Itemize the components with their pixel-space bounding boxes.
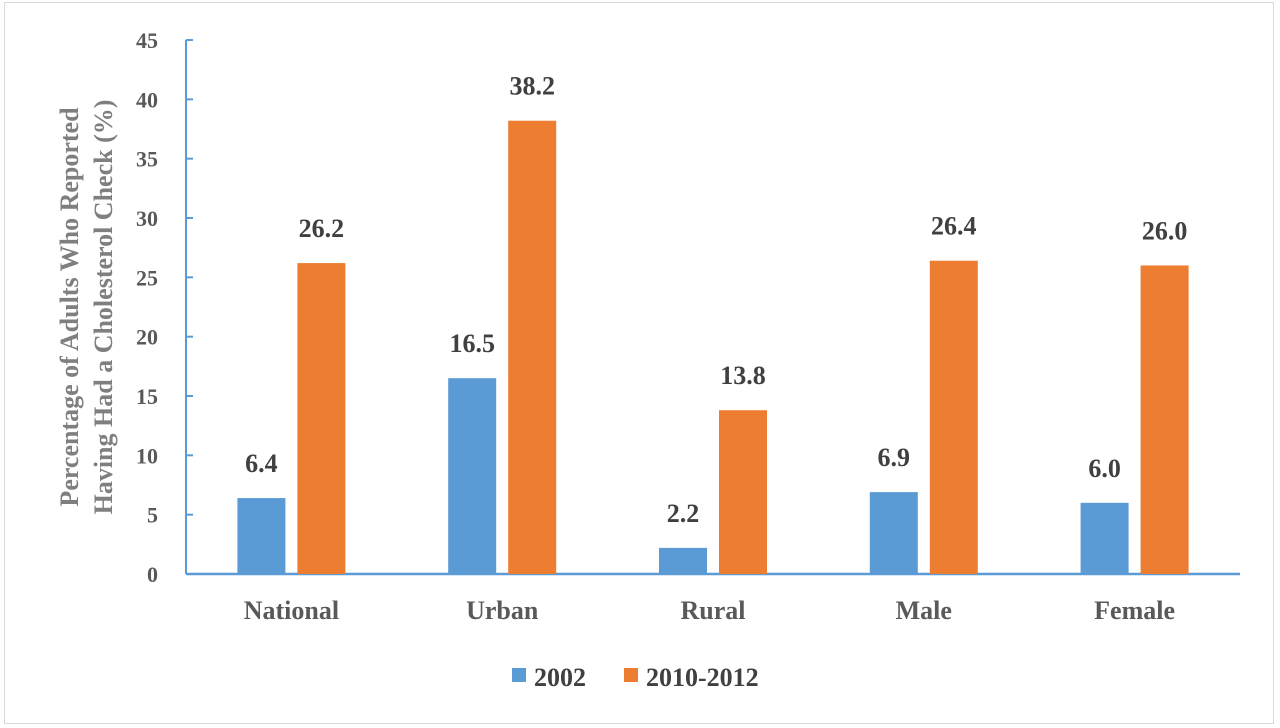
y-axis: 0 5 10 15 20 25 30 35 40 45 (136, 28, 193, 587)
y-axis-title: Percentage of Adults Who Reported Having… (55, 100, 118, 515)
bar-2002-national (237, 498, 286, 574)
data-label: 2.2 (667, 499, 700, 528)
x-category-label: Rural (681, 596, 746, 625)
legend-label-2010-2012: 2010-2012 (646, 663, 759, 692)
bar-2010-2012-national (297, 263, 346, 574)
x-category-label: Male (896, 596, 952, 625)
data-labels: 6.4 26.2 16.5 38.2 2.2 13.8 6.9 26.4 6.0 26.0 (245, 72, 1187, 528)
bar-2010-2012-female (1140, 265, 1189, 574)
bar-2010-2012-male (929, 260, 978, 574)
x-category-label: Urban (466, 596, 539, 625)
legend: 2002 2010-2012 (512, 663, 759, 692)
bar-2010-2012-rural (719, 410, 767, 574)
data-label: 38.2 (509, 72, 555, 101)
data-label: 6.9 (878, 443, 911, 472)
y-tick-label: 40 (136, 87, 158, 112)
y-axis-title-line-1: Percentage of Adults Who Reported (55, 107, 84, 507)
y-tick-label: 5 (147, 503, 158, 528)
bar-2002-female (1080, 502, 1129, 574)
data-label: 6.4 (245, 449, 278, 478)
y-axis-title-line-2: Having Had a Cholesterol Check (%) (89, 100, 118, 515)
y-tick-label: 15 (136, 384, 158, 409)
data-label: 13.8 (720, 361, 766, 390)
legend-swatch-2010-2012 (624, 668, 638, 682)
y-tick-label: 0 (147, 562, 158, 587)
bar-2002-male (869, 492, 918, 574)
data-label: 26.0 (1142, 216, 1188, 245)
y-tick-label: 10 (136, 443, 158, 468)
bar-2010-2012-urban (508, 120, 557, 575)
x-category-label: National (244, 596, 339, 625)
y-tick-label: 45 (136, 28, 158, 53)
x-axis: National Urban Rural Male Female (186, 572, 1240, 625)
bar-2002-urban (448, 378, 497, 574)
legend-label-2002: 2002 (534, 663, 586, 692)
legend-swatch-2002 (512, 668, 526, 682)
y-tick-label: 30 (136, 206, 158, 231)
chart-frame (4, 2, 1274, 724)
bars (237, 120, 1189, 575)
x-category-label: Female (1094, 596, 1175, 625)
data-label: 26.4 (931, 212, 977, 241)
y-tick-label: 25 (136, 265, 158, 290)
bar-2002-rural (659, 547, 707, 574)
y-tick-label: 35 (136, 147, 158, 172)
y-tick-label: 20 (136, 325, 158, 350)
data-label: 16.5 (449, 329, 495, 358)
data-label: 6.0 (1088, 454, 1121, 483)
data-label: 26.2 (299, 214, 345, 243)
